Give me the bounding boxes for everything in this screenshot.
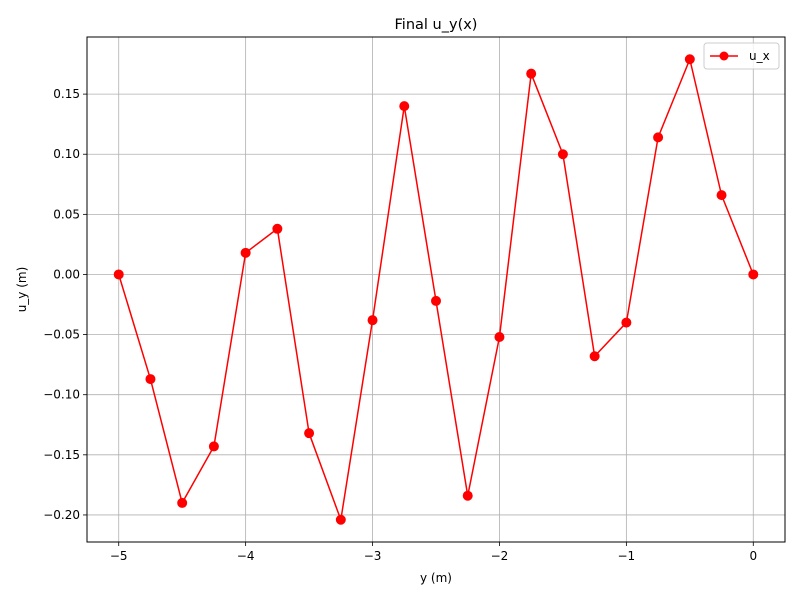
data-point <box>748 269 759 280</box>
series-layer <box>113 54 759 525</box>
data-point <box>526 68 537 79</box>
x-tick-label: 0 <box>749 549 757 563</box>
y-tick-label: 0.05 <box>53 207 80 221</box>
y-tick-label: −0.10 <box>43 388 80 402</box>
data-point <box>653 132 664 143</box>
grid <box>87 37 785 542</box>
data-point <box>240 247 251 258</box>
y-axis: −0.20 −0.15 −0.10 −0.05 0.00 0.05 0.10 0.15 <box>43 87 87 522</box>
x-tick-label: −4 <box>237 549 255 563</box>
legend-marker-swatch <box>719 51 729 61</box>
data-point <box>367 315 378 326</box>
y-tick-label: 0.10 <box>53 147 80 161</box>
data-point <box>145 374 156 385</box>
data-point <box>431 295 441 306</box>
x-tick-label: −3 <box>364 549 382 563</box>
data-point <box>272 223 283 234</box>
data-point <box>621 317 632 328</box>
x-axis-label: y (m) <box>420 571 452 585</box>
data-point <box>716 190 727 201</box>
data-point <box>462 490 473 501</box>
data-point <box>335 514 346 525</box>
x-tick-label: −5 <box>110 549 128 563</box>
legend-box <box>703 42 780 70</box>
y-tick-label: −0.15 <box>43 448 80 462</box>
data-point <box>494 331 505 342</box>
legend: u_x <box>703 42 780 70</box>
data-point <box>113 269 124 280</box>
legend-label: u_x <box>749 49 770 63</box>
x-tick-label: −1 <box>618 549 636 563</box>
data-point <box>589 351 600 362</box>
x-axis: −5 −4 −3 −2 −1 0 <box>110 542 757 563</box>
plot-area-frame <box>86 36 786 543</box>
data-point <box>684 54 695 65</box>
data-point <box>399 101 410 112</box>
y-axis-label: u_y (m) <box>15 267 29 313</box>
y-tick-label: −0.05 <box>43 328 80 342</box>
data-point <box>177 497 188 508</box>
data-point <box>304 428 315 439</box>
data-point <box>557 149 568 160</box>
data-point <box>208 441 219 452</box>
y-tick-label: 0.00 <box>53 267 80 281</box>
chart-title: Final u_y(x) <box>395 17 478 33</box>
x-tick-label: −2 <box>491 549 509 563</box>
y-tick-label: −0.20 <box>43 508 80 522</box>
y-tick-label: 0.15 <box>53 87 80 101</box>
